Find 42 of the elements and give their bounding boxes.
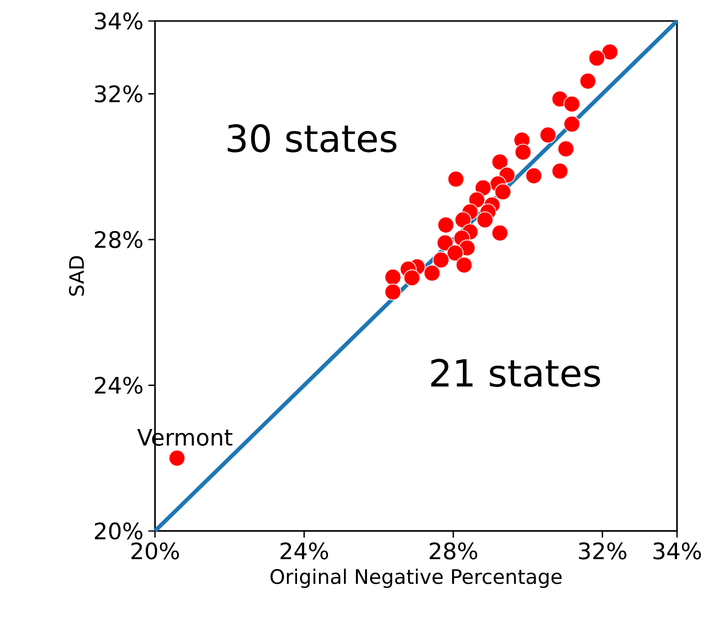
point: [432, 252, 450, 268]
point: [456, 256, 472, 274]
y-tick-label: 32%: [94, 85, 142, 102]
point: [384, 268, 402, 286]
point: [491, 154, 508, 170]
x-tick-label: 24%: [280, 542, 328, 560]
point: [540, 126, 556, 144]
y-tick-label: 24%: [94, 376, 142, 394]
point: [563, 116, 580, 132]
point: [491, 224, 508, 242]
point: [384, 284, 402, 300]
point: [448, 170, 464, 188]
point: [494, 183, 512, 200]
point: [404, 269, 420, 286]
point: [588, 50, 606, 67]
y-tick-label: 34%: [94, 12, 142, 30]
point: [424, 264, 440, 282]
annotation: 21 states: [431, 358, 600, 387]
point: [474, 179, 492, 196]
point: [557, 140, 574, 158]
point: [563, 96, 580, 112]
point: [437, 216, 454, 234]
point: [454, 211, 472, 228]
x-axis-title: Original Negative Percentage: [270, 568, 562, 588]
point: [601, 44, 618, 60]
point: [436, 234, 454, 252]
x-tick-label: 32%: [578, 542, 626, 560]
point: [579, 72, 596, 90]
point: [168, 450, 186, 467]
point: [476, 211, 494, 228]
point: [468, 191, 486, 208]
point: [552, 162, 568, 180]
y-tick-label: 28%: [94, 230, 142, 248]
point: [446, 244, 464, 262]
point: [525, 167, 542, 184]
x-tick-label: 20%: [131, 542, 179, 560]
x-tick-label: 28%: [430, 542, 478, 560]
x-tick-label: 34%: [654, 542, 701, 560]
point: [514, 144, 532, 161]
y-axis-title: SAD: [68, 256, 84, 296]
annotation: 30 states: [228, 124, 396, 152]
y-tick-label: 20%: [94, 522, 142, 540]
